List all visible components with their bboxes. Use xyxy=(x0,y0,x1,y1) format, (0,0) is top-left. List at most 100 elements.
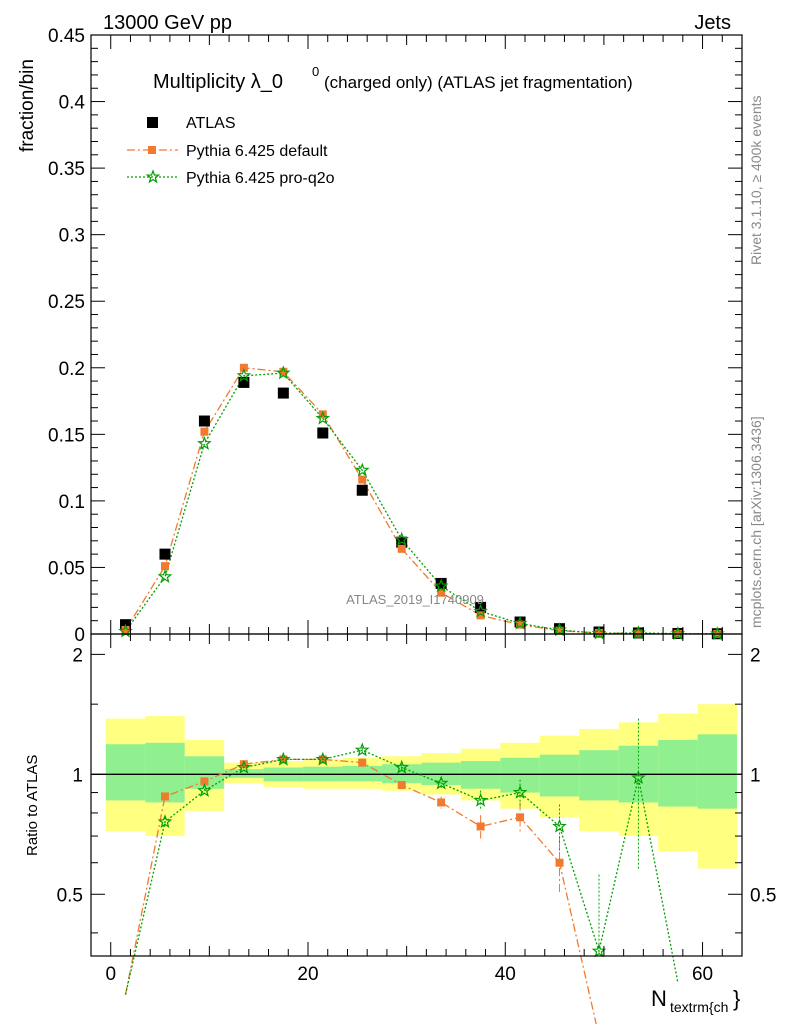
y-tick-label: 0.4 xyxy=(59,93,86,114)
data-point-pythia-proq2o xyxy=(394,531,410,546)
axes: 00.050.10.150.20.250.30.350.40.450 20 40 60… xyxy=(48,26,776,985)
data-point-atlas xyxy=(277,387,289,399)
data-point-pythia-proq2o xyxy=(354,462,370,477)
side-label-rivet: Rivet 3.1.10, ≥ 400k events xyxy=(748,95,764,265)
legend-marker-atlas xyxy=(147,117,158,128)
data-point-pythia-proq2o xyxy=(709,626,725,641)
ratio-point-square xyxy=(160,792,169,801)
ratio-point-square xyxy=(397,781,406,790)
ratio-point-star xyxy=(591,943,607,958)
ratio-band-inner-bin xyxy=(658,739,698,807)
ratio-band-inner-bin xyxy=(224,769,264,778)
x-axis-title-main: N xyxy=(651,986,667,1011)
data-point-pythia-proq2o xyxy=(670,625,686,640)
data-point-pythia-default xyxy=(397,544,406,553)
data-point-pythia-proq2o xyxy=(473,603,488,618)
data-point-atlas xyxy=(198,415,210,427)
data-point-pythia-proq2o xyxy=(591,625,607,640)
y-axis-title-ratio: Ratio to ATLAS xyxy=(24,755,41,856)
legend-marker-pythia-proq2o xyxy=(145,169,161,184)
x-axis-title-end: } xyxy=(733,986,740,1011)
ratio-band-inner-bin xyxy=(342,765,382,782)
data-point-atlas xyxy=(317,427,329,439)
ratio-point-star xyxy=(473,792,488,807)
x-axis-title: N textrm{ch } xyxy=(651,986,740,1015)
ratio-point-square xyxy=(437,798,446,807)
data-point-pythia-default xyxy=(239,363,248,372)
ratio-plot-frame xyxy=(90,633,743,957)
ratio-y-tick-label-right: 0.5 xyxy=(750,885,776,906)
data-point-pythia-proq2o xyxy=(236,368,252,382)
data-point-pythia-default xyxy=(318,410,327,419)
data-point-pythia-default xyxy=(437,588,446,597)
x-tick-label: 20 xyxy=(297,964,318,985)
plot-title-main: Multiplicity λ_0 xyxy=(153,71,283,93)
data-point-pythia-default xyxy=(555,626,564,635)
data-point-pythia-proq2o xyxy=(157,569,173,583)
data-point-atlas xyxy=(475,601,487,613)
legend-star-shape xyxy=(145,169,161,184)
y-tick-label: 0.45 xyxy=(48,26,85,47)
data-point-pythia-proq2o xyxy=(315,410,331,425)
ratio-band-inner-bin xyxy=(105,744,146,801)
data-point-pythia-default xyxy=(476,611,485,620)
legend-marker-pythia-default xyxy=(148,146,156,154)
ratio-y-tick-label-right: 1 xyxy=(750,765,761,786)
ratio-point-star xyxy=(275,751,291,766)
ratio-point-square xyxy=(200,777,209,786)
y-tick-label: 0.1 xyxy=(59,492,85,513)
y-tick-label: 0 xyxy=(74,625,85,646)
ratio-series xyxy=(124,718,679,1024)
ratio-y-tick-label: 0.5 xyxy=(57,885,83,906)
data-point-atlas xyxy=(159,548,171,560)
legend: ATLAS Pythia 6.425 default Pythia 6.425 … xyxy=(127,115,335,187)
x-tick-label: 0 xyxy=(105,964,116,985)
ratio-point-star xyxy=(631,770,646,785)
ratio-band-inner-bin xyxy=(539,754,580,797)
legend-label-atlas: ATLAS xyxy=(186,115,236,132)
y-tick-label: 0.35 xyxy=(48,159,85,180)
ratio-point-square xyxy=(239,760,248,769)
analysis-watermark: ATLAS_2019_I1740909 xyxy=(346,592,484,607)
data-point-pythia-default xyxy=(121,626,130,635)
ratio-point-star xyxy=(433,775,449,790)
ratio-point-square xyxy=(358,758,367,767)
plot-title-superscript: 0 xyxy=(312,64,319,79)
x-axis-title-sub: textrm{ch xyxy=(670,999,728,1015)
ratio-point-star xyxy=(236,759,252,774)
main-line-2 xyxy=(124,372,718,635)
ratio-point-star xyxy=(512,784,528,799)
x-tick-label: 40 xyxy=(495,964,516,985)
ratio-uncertainty-bands xyxy=(91,704,742,869)
ratio-point-star xyxy=(394,759,410,774)
data-point-atlas xyxy=(356,484,368,496)
data-point-pythia-proq2o xyxy=(275,365,291,380)
header-right: Jets xyxy=(694,12,731,34)
ratio-point-square xyxy=(476,822,485,831)
ratio-point-star xyxy=(315,751,331,766)
data-point-atlas xyxy=(435,577,447,589)
ratio-point-star xyxy=(157,814,173,829)
y-tick-label: 0.15 xyxy=(48,425,85,446)
data-point-pythia-default xyxy=(358,475,367,484)
ratio-y-tick-label: 2 xyxy=(72,645,83,666)
data-point-atlas xyxy=(238,376,250,388)
plot-title-suffix: (charged only) (ATLAS jet fragmentation) xyxy=(324,73,633,92)
data-point-pythia-default xyxy=(516,620,525,629)
x-tick-label: 60 xyxy=(692,964,713,985)
data-point-pythia-default xyxy=(200,427,209,436)
data-point-pythia-proq2o xyxy=(512,615,528,630)
ratio-band-inner-bin xyxy=(579,750,619,801)
y-tick-label: 0.05 xyxy=(48,558,85,579)
ratio-point-star xyxy=(552,818,567,833)
data-point-pythia-proq2o xyxy=(631,625,646,640)
y-tick-label: 0.2 xyxy=(59,359,85,380)
plot-title: Multiplicity λ_0 0 (charged only) (ATLAS… xyxy=(153,64,633,93)
header-left: 13000 GeV pp xyxy=(103,12,232,34)
ratio-point-square xyxy=(516,813,525,822)
y-axis-title-main: fraction/bin xyxy=(17,59,38,152)
y-tick-label: 0.25 xyxy=(48,292,85,313)
ratio-line-1 xyxy=(124,749,679,995)
ratio-point-star xyxy=(197,782,212,797)
